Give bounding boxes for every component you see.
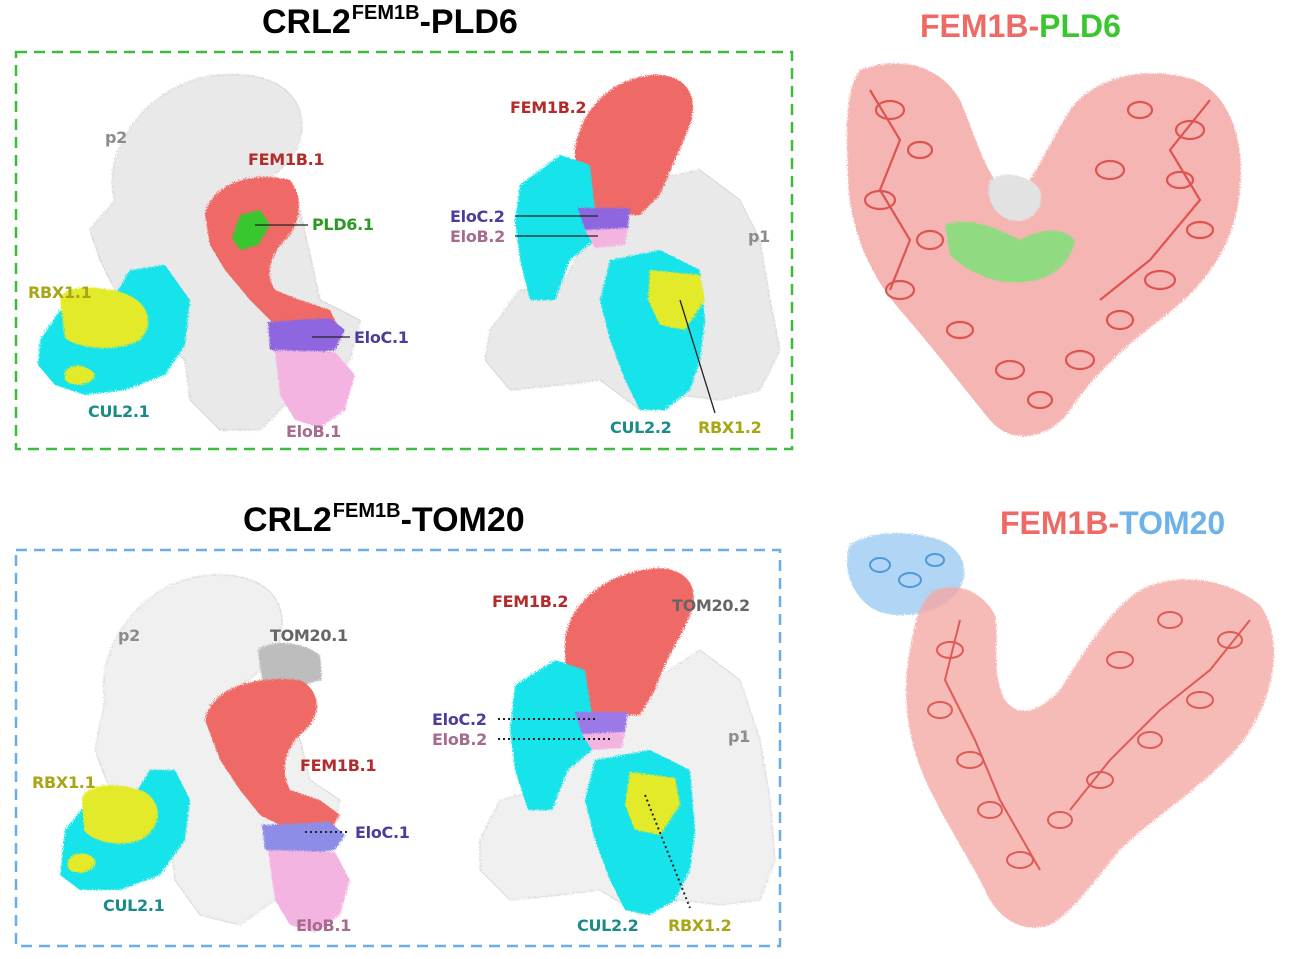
bottom-left-complex <box>60 574 350 932</box>
elob-density-2b <box>582 732 625 750</box>
rbx1-density-1c <box>82 785 158 844</box>
label-fem1b-2: FEM1B.2 <box>510 98 587 117</box>
label-rbx1-1: RBX1.1 <box>28 283 92 302</box>
eloc-density-1b <box>262 822 345 855</box>
leader-rbx1-2b <box>644 794 691 909</box>
label-elob-1: EloB.1 <box>286 422 342 441</box>
elob-density-1b <box>268 850 350 932</box>
eloc-density-1 <box>268 318 345 355</box>
label-tom20-2: TOM20.2 <box>672 596 750 615</box>
label-tom20-1: TOM20.1 <box>270 626 348 645</box>
title-main: CRL2 <box>262 3 351 41</box>
pld6-density-1 <box>232 210 270 250</box>
label-rbx1-1-b: RBX1.1 <box>32 773 96 792</box>
fem1b-pld6-title: FEM1B-PLD6 <box>920 8 1121 45</box>
label-eloc-1: EloC.1 <box>354 328 409 347</box>
eloc-density-2b <box>575 712 628 734</box>
label-cul2-1-b: CUL2.1 <box>103 896 165 915</box>
label-eloc-2-b: EloC.2 <box>432 710 487 729</box>
label-elob-2: EloB.2 <box>450 227 506 246</box>
tom20-density-1 <box>258 643 322 688</box>
label-eloc-2: EloC.2 <box>450 207 505 226</box>
elob-density-2 <box>585 228 628 248</box>
fem1b-density-2b <box>565 568 694 715</box>
rbx1-density-2b <box>625 772 680 835</box>
title-tom20: TOM20 <box>1119 505 1226 541</box>
label-fem1b-2-b: FEM1B.2 <box>492 592 569 611</box>
title-superscript: FEM1B <box>332 500 401 522</box>
top-right-complex <box>484 74 781 411</box>
eloc-density-2 <box>578 208 630 230</box>
fem1b-tom20-structure <box>846 533 1274 928</box>
label-pld6-1: PLD6.1 <box>312 215 374 234</box>
elob-density-1 <box>275 350 355 428</box>
tom20-panel-box <box>14 548 782 948</box>
rbx1-density-1 <box>60 287 149 349</box>
title-suffix: -PLD6 <box>419 3 518 41</box>
fem1b-pld6-structure <box>846 63 1241 437</box>
fem1b-tom20-title: FEM1B-TOM20 <box>1000 505 1225 542</box>
label-eloc-1-b: EloC.1 <box>355 823 410 842</box>
pld6-panel-title: CRL2FEM1B-PLD6 <box>262 2 518 42</box>
label-elob-1-b: EloB.1 <box>296 916 352 935</box>
title-main: CRL2 <box>243 501 332 539</box>
title-fem1b: FEM1B- <box>920 8 1040 44</box>
label-fem1b-1: FEM1B.1 <box>248 150 325 169</box>
label-p1-b: p1 <box>728 727 750 746</box>
rbx1-density-1b <box>65 365 95 385</box>
cul2-density-2a <box>515 155 595 300</box>
title-suffix: -TOM20 <box>400 501 525 539</box>
rbx1-density-1d <box>68 853 96 873</box>
pld6-panel-box <box>14 50 794 451</box>
label-cul2-2: CUL2.2 <box>610 418 672 437</box>
rbx1-density-2 <box>648 270 705 330</box>
label-fem1b-1-b: FEM1B.1 <box>300 756 377 775</box>
bottom-right-complex <box>479 568 776 916</box>
fem1b-density-2 <box>575 74 694 215</box>
title-superscript: FEM1B <box>351 2 420 24</box>
label-p2: p2 <box>105 128 127 147</box>
label-p1: p1 <box>748 227 770 246</box>
label-cul2-1: CUL2.1 <box>88 402 150 421</box>
fem1b-density-1b <box>205 679 340 830</box>
leader-rbx1-2 <box>679 299 716 414</box>
label-cul2-2-b: CUL2.2 <box>577 916 639 935</box>
title-pld6: PLD6 <box>1039 8 1121 44</box>
top-left-complex <box>38 73 361 431</box>
title-fem1b: FEM1B- <box>1000 505 1120 541</box>
label-rbx1-2: RBX1.2 <box>698 418 762 437</box>
label-p2-b: p2 <box>118 626 140 645</box>
label-elob-2-b: EloB.2 <box>432 730 488 749</box>
cul2-density-2c <box>510 660 592 810</box>
label-rbx1-2-b: RBX1.2 <box>668 916 732 935</box>
tom20-panel-title: CRL2FEM1B-TOM20 <box>243 500 525 540</box>
